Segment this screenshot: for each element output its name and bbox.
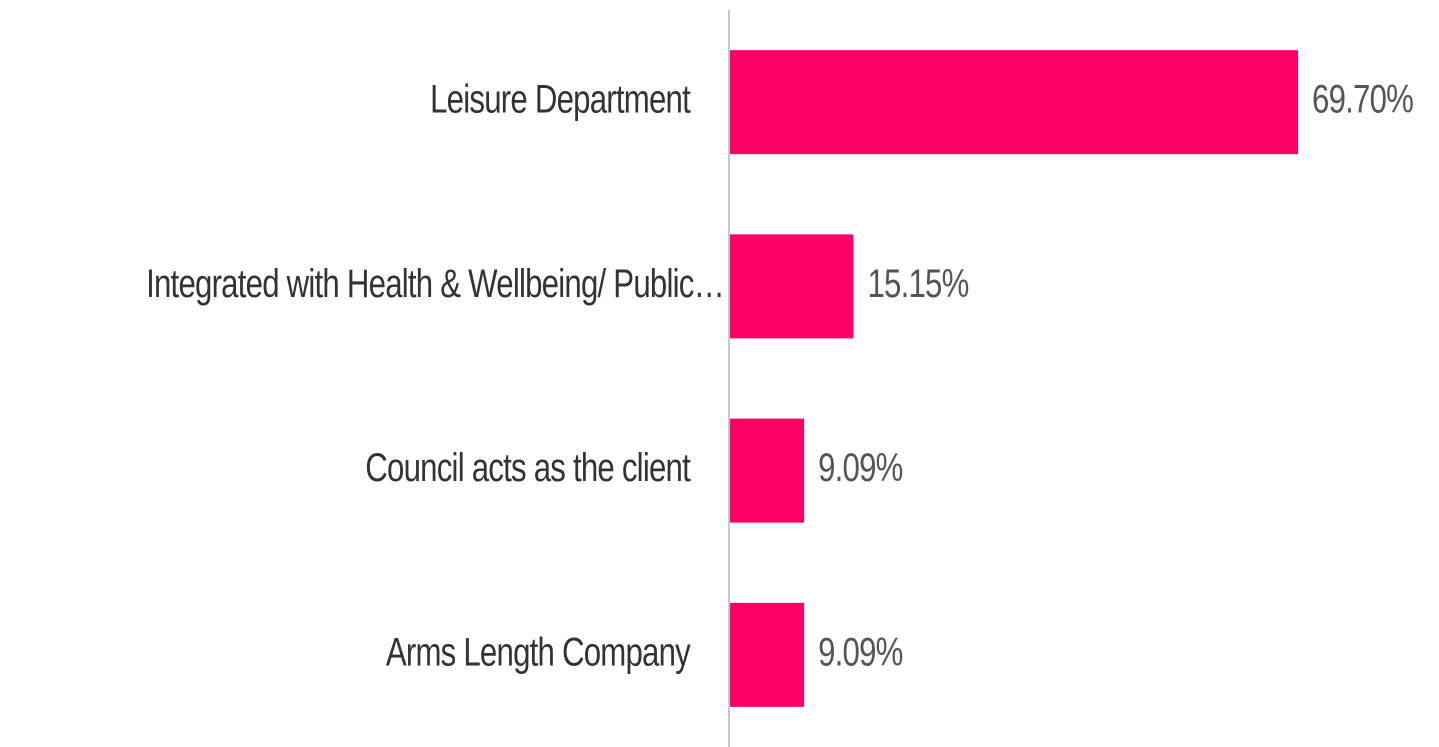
category-label: Leisure Department bbox=[430, 77, 691, 122]
value-label-group: 9.09% bbox=[818, 446, 903, 491]
value-label: 9.09% bbox=[818, 446, 903, 491]
value-label: 15.15% bbox=[867, 261, 968, 306]
bar bbox=[730, 50, 1298, 155]
bar bbox=[730, 418, 805, 523]
value-label-group: 9.09% bbox=[818, 630, 903, 675]
category-label: Council acts as the client bbox=[365, 446, 691, 491]
value-label-group: 15.15% bbox=[867, 261, 969, 306]
category-label-group: Council acts as the client bbox=[365, 446, 691, 491]
bar bbox=[730, 234, 854, 339]
value-label: 9.09% bbox=[818, 630, 903, 675]
value-label: 69.70% bbox=[1312, 77, 1413, 122]
category-label-group: Integrated with Health & Wellbeing/ Publ… bbox=[146, 261, 725, 306]
category-label-group: Arms Length Company bbox=[386, 630, 692, 675]
category-label: Arms Length Company bbox=[386, 630, 691, 675]
bar bbox=[730, 602, 805, 707]
category-label-group: Leisure Department bbox=[430, 77, 691, 122]
category-label: Integrated with Health & Wellbeing/ Publ… bbox=[146, 261, 724, 306]
value-label-group: 69.70% bbox=[1312, 77, 1414, 122]
